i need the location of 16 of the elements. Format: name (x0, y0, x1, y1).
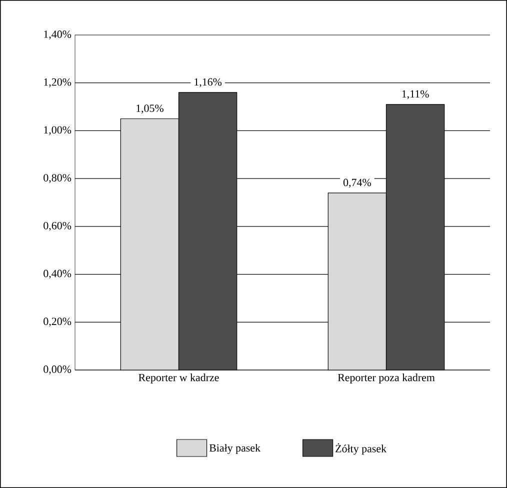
legend-label: Biały pasek (209, 444, 261, 454)
data-label: 1,05% (136, 104, 164, 114)
y-tick-label: 0,40% (44, 270, 72, 279)
data-label: 1,16% (194, 78, 222, 88)
data-label: 0,74% (343, 178, 371, 188)
y-tick-label: 0,00% (44, 366, 72, 374)
data-label: 1,11% (402, 90, 429, 100)
x-tick-label: Reporter poza kadrem (338, 374, 435, 384)
legend-label: Żółty pasek (336, 443, 387, 455)
y-tick-label: 0,60% (44, 222, 72, 231)
y-tick-label: 0,80% (44, 174, 72, 184)
y-tick-label: 0,20% (44, 318, 72, 327)
y-tick-label: 1,00% (44, 126, 72, 136)
y-tick-label: 1,40% (44, 30, 72, 40)
y-tick-label: 1,20% (44, 78, 72, 88)
x-tick-label: Reporter w kadrze (138, 374, 219, 384)
